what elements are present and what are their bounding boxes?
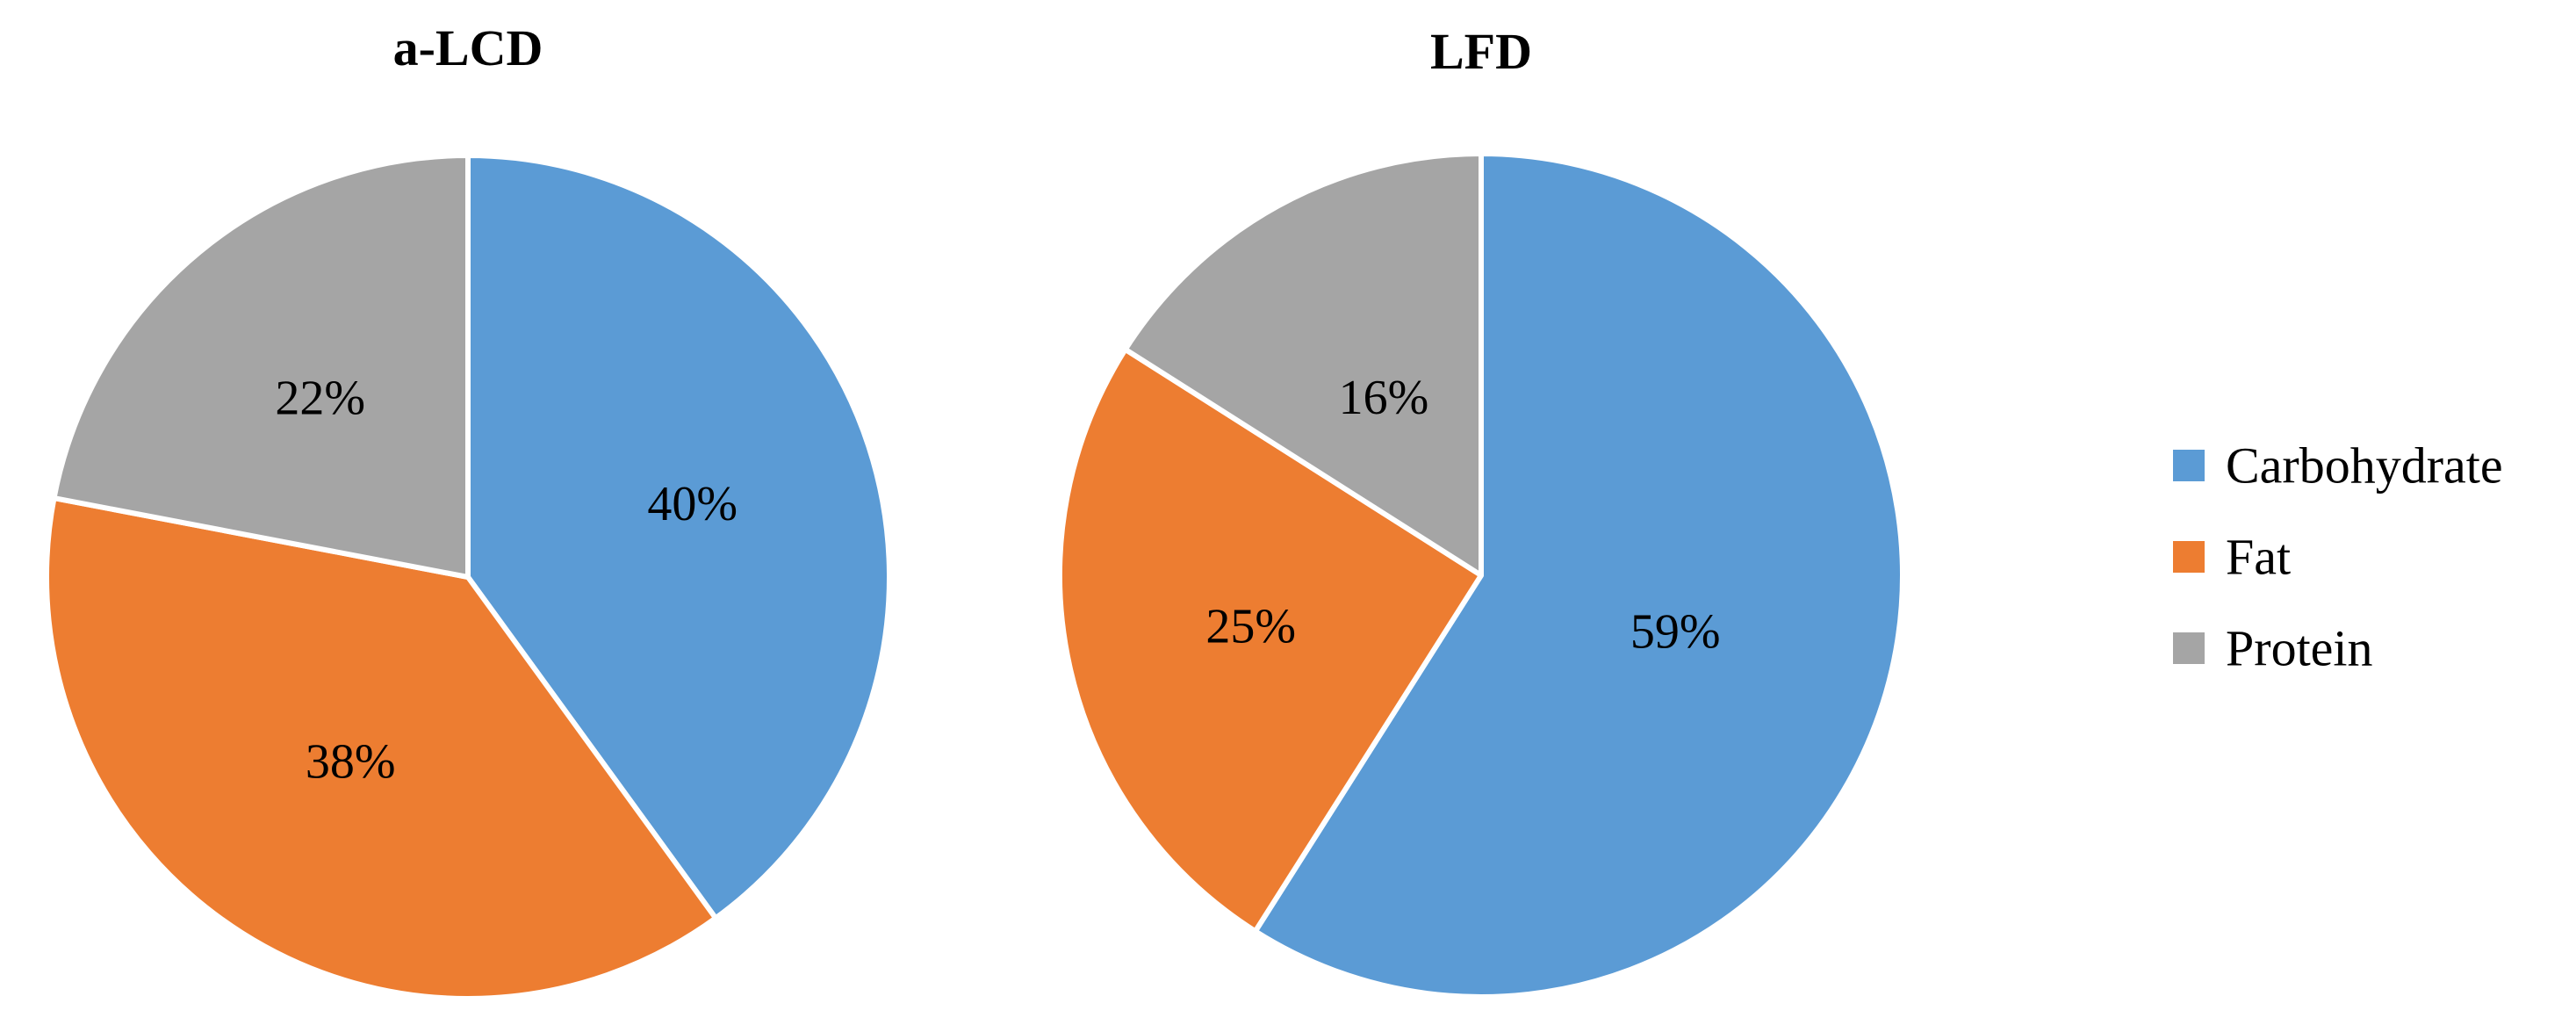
legend-swatch-protein	[2173, 632, 2205, 664]
chart-title-a-lcd: a-LCD	[393, 19, 543, 76]
legend-label-fat: Fat	[2226, 529, 2291, 586]
pie-slices	[1057, 151, 1905, 1000]
legend-swatch-carbohydrate	[2173, 450, 2205, 481]
pie-slices	[44, 153, 892, 1001]
pie-chart-lfd: LFD 59% 25% 16%	[1057, 23, 1905, 1000]
pie-data-labels: 40% 38% 22%	[275, 372, 738, 790]
legend-item-protein: Protein	[2173, 620, 2373, 677]
pie-slice-protein	[1122, 151, 1484, 578]
data-label-carbohydrate: 59%	[1630, 604, 1721, 659]
data-label-fat: 25%	[1205, 600, 1296, 654]
pie-slice-fat	[44, 495, 719, 1001]
data-label-protein: 16%	[1339, 371, 1429, 425]
chart-legend: Carbohydrate Fat Protein	[2173, 437, 2503, 677]
legend-item-carbohydrate: Carbohydrate	[2173, 437, 2503, 494]
pie-slice-carbohydrate	[1252, 151, 1905, 1000]
pie-slice-protein	[51, 153, 471, 580]
data-label-fat: 38%	[306, 735, 396, 790]
pie-data-labels: 59% 25% 16%	[1205, 371, 1720, 659]
legend-swatch-fat	[2173, 541, 2205, 573]
legend-item-fat: Fat	[2173, 529, 2291, 586]
legend-label-protein: Protein	[2226, 620, 2373, 677]
pie-slice-fat	[1057, 346, 1484, 935]
pie-chart-a-lcd: a-LCD 40% 38% 22%	[44, 19, 892, 1001]
legend-label-carbohydrate: Carbohydrate	[2226, 437, 2503, 494]
data-label-protein: 22%	[275, 372, 365, 426]
data-label-carbohydrate: 40%	[647, 477, 738, 531]
pie-slice-carbohydrate	[465, 153, 892, 921]
chart-title-lfd: LFD	[1430, 23, 1532, 80]
